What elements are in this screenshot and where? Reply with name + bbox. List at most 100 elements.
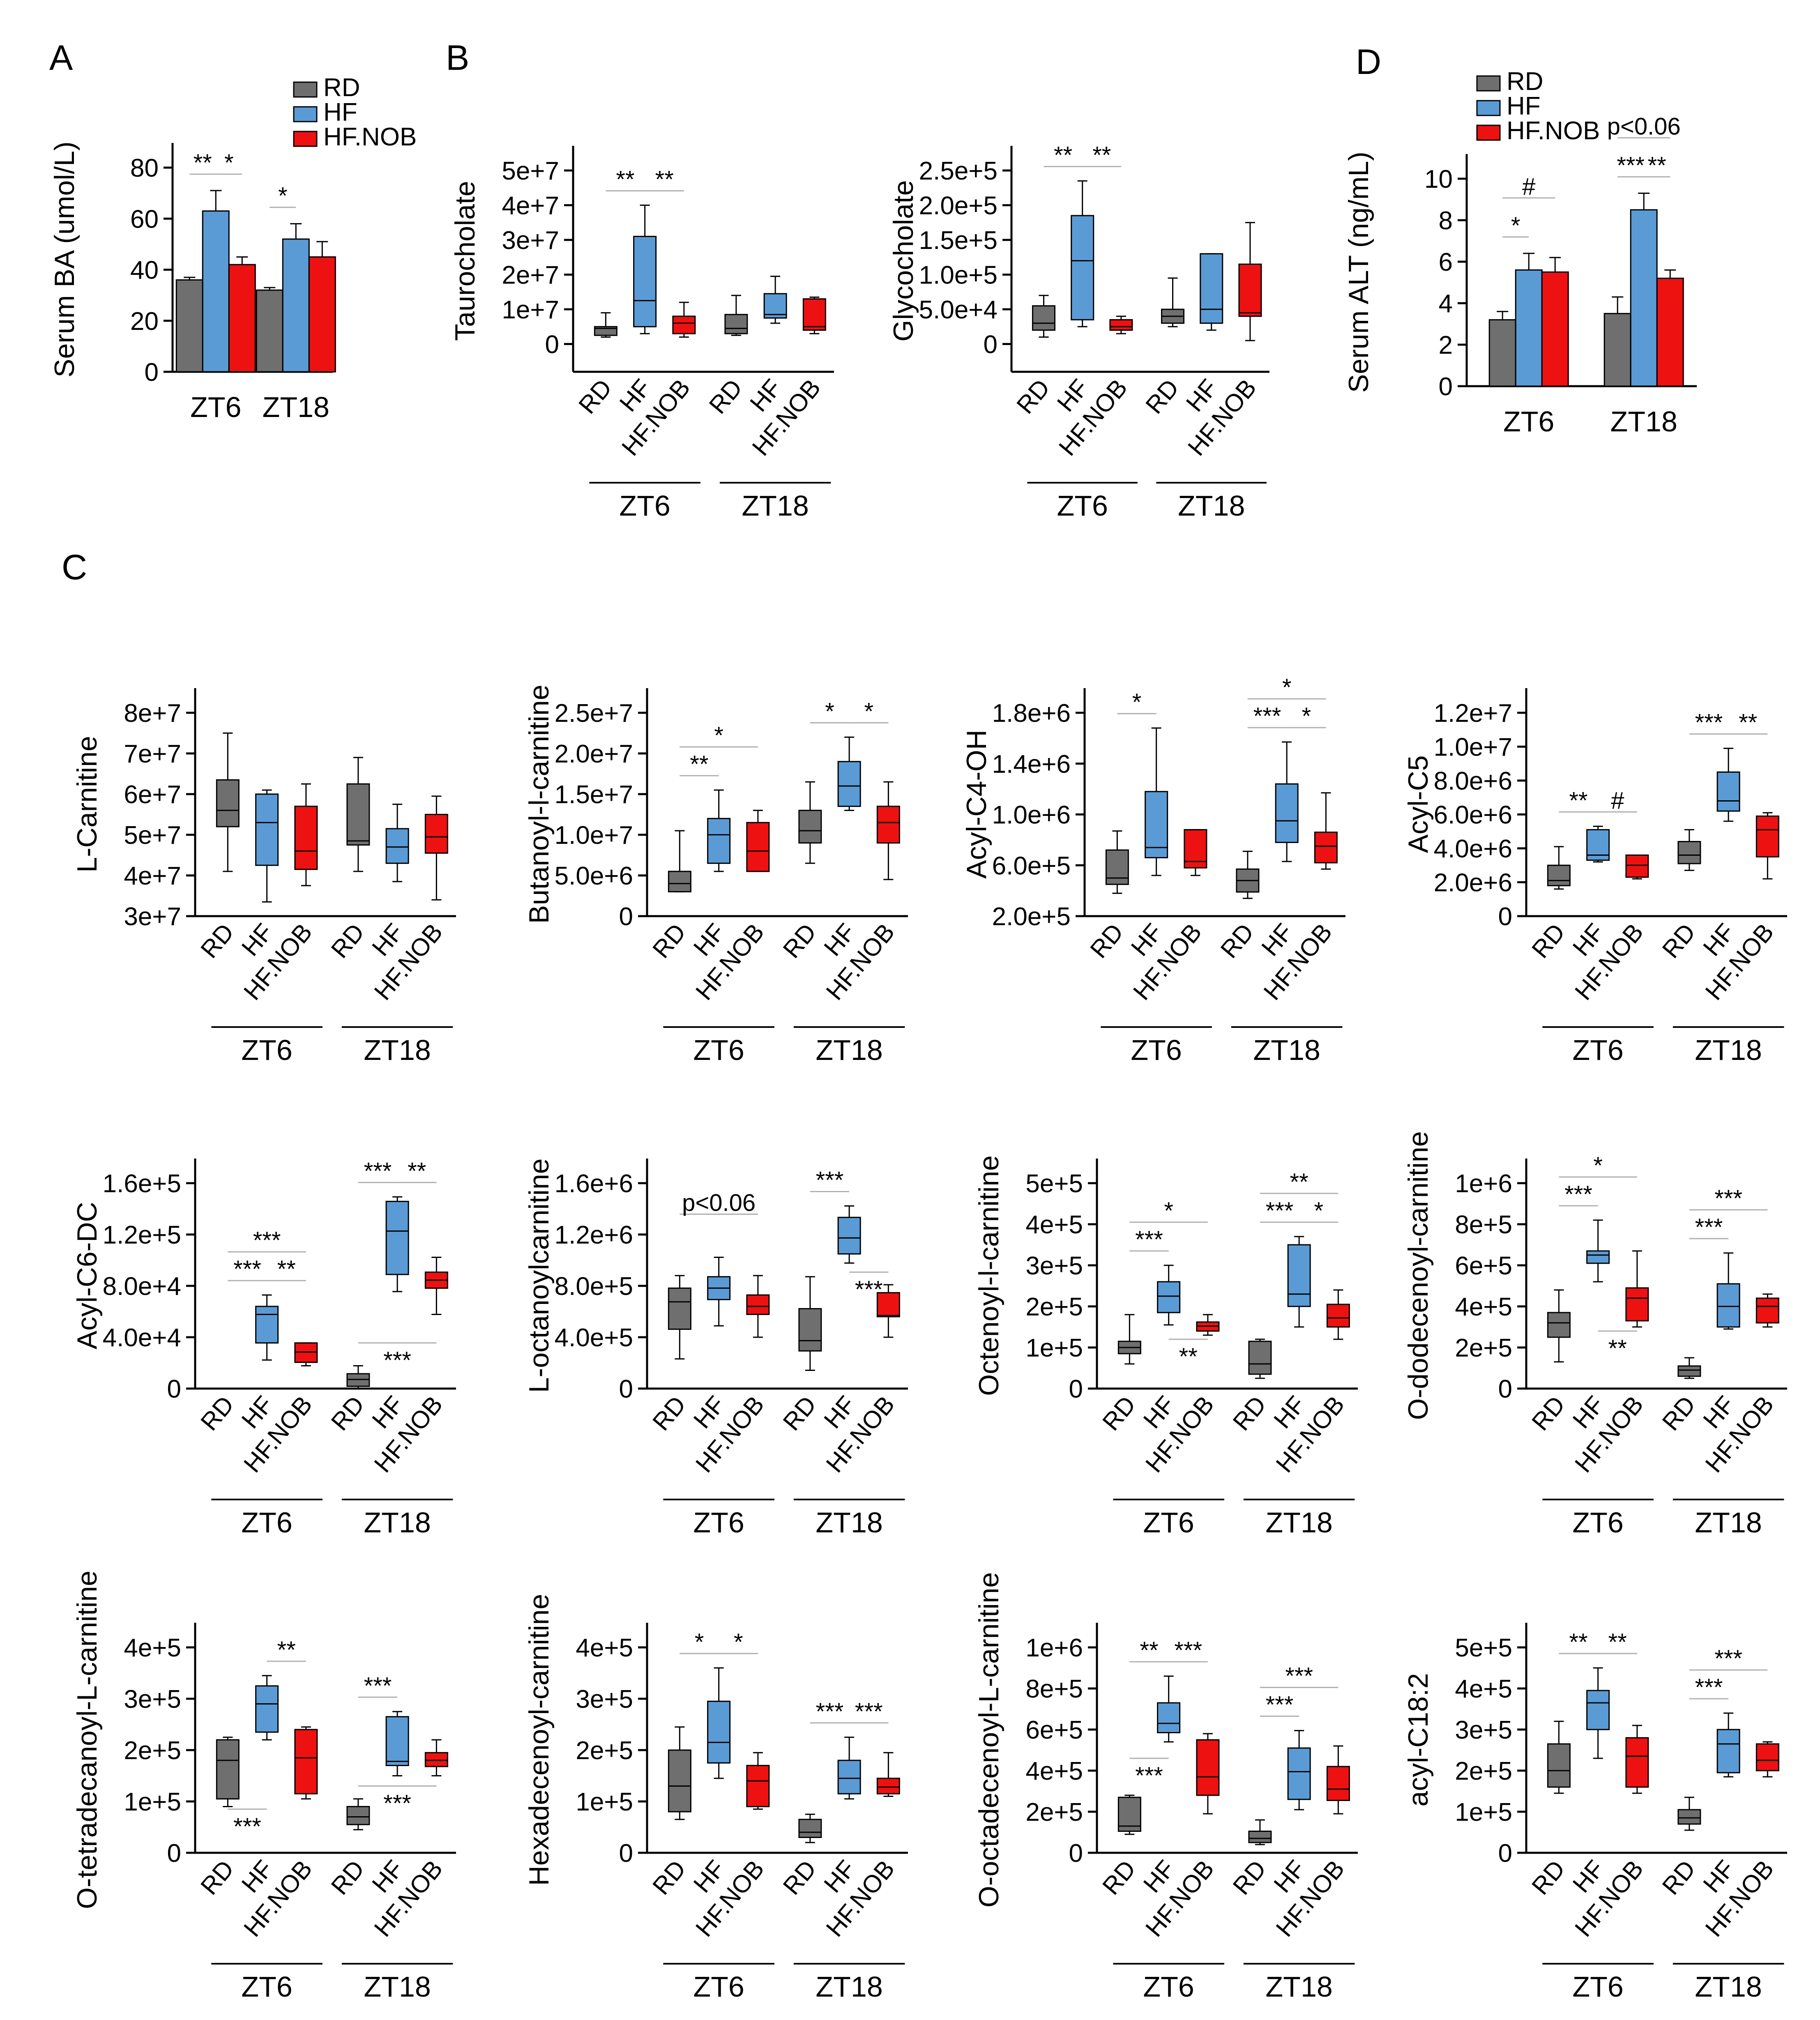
y-tick-label: 8e+7 [124, 699, 181, 728]
significance-label: ** [1092, 142, 1111, 168]
timepoint-label: ZT6 [241, 1034, 292, 1066]
significance-label: *** [383, 1347, 411, 1374]
y-tick-label: 0 [145, 358, 159, 387]
significance-label: *** [1564, 1181, 1592, 1208]
x-group-label: RD [326, 918, 370, 963]
y-tick-label: 7e+7 [124, 740, 181, 768]
bar-hfnob-zt6 [1541, 271, 1569, 387]
box-rd-zt18 [1677, 1365, 1701, 1377]
y-tick-label: 0 [984, 330, 998, 359]
box-hfnob-zt6 [1625, 1287, 1649, 1322]
y-tick-label: 0 [619, 903, 633, 931]
x-group-label: RD [195, 1391, 239, 1435]
significance-label: # [1611, 787, 1624, 814]
y-tick-label: 20 [130, 307, 159, 336]
x-group-label: RD [1657, 1855, 1701, 1900]
significance-label: * [1593, 1152, 1603, 1179]
chart-C3: 2.0e+5 6.0e+5 1.0e+6 1.4e+6 1.8e+6Acyl-C4-OH… [961, 674, 1345, 1066]
box-rd-zt18 [346, 783, 370, 846]
x-group-label: RD [1140, 374, 1184, 419]
box-hf-zt6 [255, 793, 279, 866]
y-tick-label: 1.0e+6 [992, 801, 1071, 829]
significance-label: *** [1695, 1674, 1723, 1701]
significance-label: *** [1253, 703, 1281, 730]
timepoint-label: ZT18 [1265, 1506, 1332, 1539]
box-hfnob-zt18 [876, 1292, 900, 1317]
y-tick-label: 40 [130, 256, 159, 285]
timepoint-label: ZT6 [1143, 1971, 1194, 2003]
timepoint-label: ZT18 [1695, 1971, 1762, 2003]
box-rd-zt6 [668, 1749, 691, 1813]
y-axis-label: Acyl-C4-OH [961, 730, 992, 879]
y-tick-label: 8.0e+6 [1434, 767, 1512, 795]
legend-swatch-hf [293, 106, 318, 122]
significance-label: ** [1739, 709, 1757, 736]
y-tick-label: 3e+7 [502, 226, 559, 255]
box-hf-zt6 [1157, 1702, 1181, 1733]
box-hf-zt18 [1200, 253, 1223, 324]
box-hf-zt6 [707, 818, 731, 864]
y-tick-label: 5e+5 [1455, 1634, 1512, 1662]
box-hf-zt6 [1157, 1281, 1181, 1313]
y-tick-label: 4e+5 [1025, 1211, 1083, 1239]
y-tick-label: 2.0e+5 [992, 903, 1071, 931]
box-hfnob-zt6 [1625, 1737, 1649, 1788]
timepoint-label: ZT6 [1131, 1034, 1182, 1066]
y-tick-label: 4.0e+5 [555, 1324, 633, 1352]
significance-label: *** [1285, 1663, 1313, 1690]
box-hf-zt18 [1716, 1729, 1740, 1774]
x-group-label: RD [1526, 918, 1570, 963]
y-tick-label: 5e+7 [124, 821, 181, 850]
bar-rd-zt6 [175, 279, 203, 373]
box-hf-zt18 [1716, 771, 1740, 812]
chart-B1: 01e+72e+73e+74e+75e+7TaurocholateRDHFHF.… [449, 146, 834, 522]
y-tick-label: 2.0e+5 [919, 191, 998, 220]
x-group-label: RD [195, 918, 239, 963]
box-hf-zt6 [707, 1700, 731, 1764]
box-rd-zt6 [1105, 849, 1129, 885]
y-tick-label: 1.6e+5 [103, 1170, 181, 1198]
y-axis-label: Hexadecenoyl-carnitine [523, 1594, 555, 1886]
significance-label: ** [1608, 1629, 1627, 1656]
y-tick-label: 1.4e+6 [992, 750, 1071, 779]
bar-hfnob-zt18 [1656, 277, 1684, 387]
x-group-label: RD [704, 374, 748, 419]
significance-label: *** [855, 1698, 883, 1725]
timepoint-label: ZT18 [1178, 490, 1245, 522]
y-tick-label: 3e+7 [124, 903, 181, 931]
x-group-label: RD [573, 374, 617, 419]
y-tick-label: 2.5e+7 [555, 699, 633, 728]
box-hf-zt18 [385, 1200, 409, 1275]
significance-label: * [825, 698, 834, 725]
significance-label: *** [1174, 1637, 1202, 1664]
timepoint-label: ZT6 [1572, 1971, 1623, 2003]
box-rd-zt18 [724, 314, 748, 334]
y-tick-label: 2.0e+6 [1434, 869, 1512, 897]
x-group-label: RD [778, 1391, 822, 1435]
timepoint-label: ZT18 [1253, 1034, 1320, 1066]
box-hf-zt6 [1071, 215, 1094, 320]
timepoint-label: ZT18 [816, 1034, 882, 1066]
x-category-label: ZT18 [1610, 405, 1677, 438]
y-tick-label: 1e+5 [1025, 1334, 1083, 1362]
chart-C7: 0 1e+5 2e+5 3e+5 4e+5 5e+5 Octenoyl-l-carnitin… [973, 1155, 1358, 1539]
y-tick-label: 3e+5 [1025, 1252, 1083, 1280]
box-hfnob-zt6 [1625, 855, 1649, 878]
y-axis-label: Glycocholate [888, 180, 919, 341]
significance-label: * [224, 150, 234, 176]
significance-label: *** [1617, 152, 1645, 179]
y-tick-label: 6e+5 [1025, 1716, 1083, 1744]
y-tick-label: 5.0e+6 [555, 862, 633, 890]
legend-label-hfnob: HF.NOB [323, 123, 417, 151]
significance-label: ** [1290, 1169, 1309, 1195]
significance-label: ** [277, 1256, 296, 1283]
box-hfnob-zt18 [802, 298, 826, 331]
box-hfnob-zt6 [1184, 829, 1207, 868]
y-axis-label: Butanoyl-l-carnitine [523, 684, 555, 924]
y-tick-label: 2e+7 [502, 261, 559, 289]
y-tick-label: 1e+6 [1455, 1170, 1512, 1198]
bar-rd-zt18 [1603, 313, 1631, 387]
y-tick-label: 2 [1439, 331, 1453, 359]
panel-label: C [62, 548, 87, 587]
